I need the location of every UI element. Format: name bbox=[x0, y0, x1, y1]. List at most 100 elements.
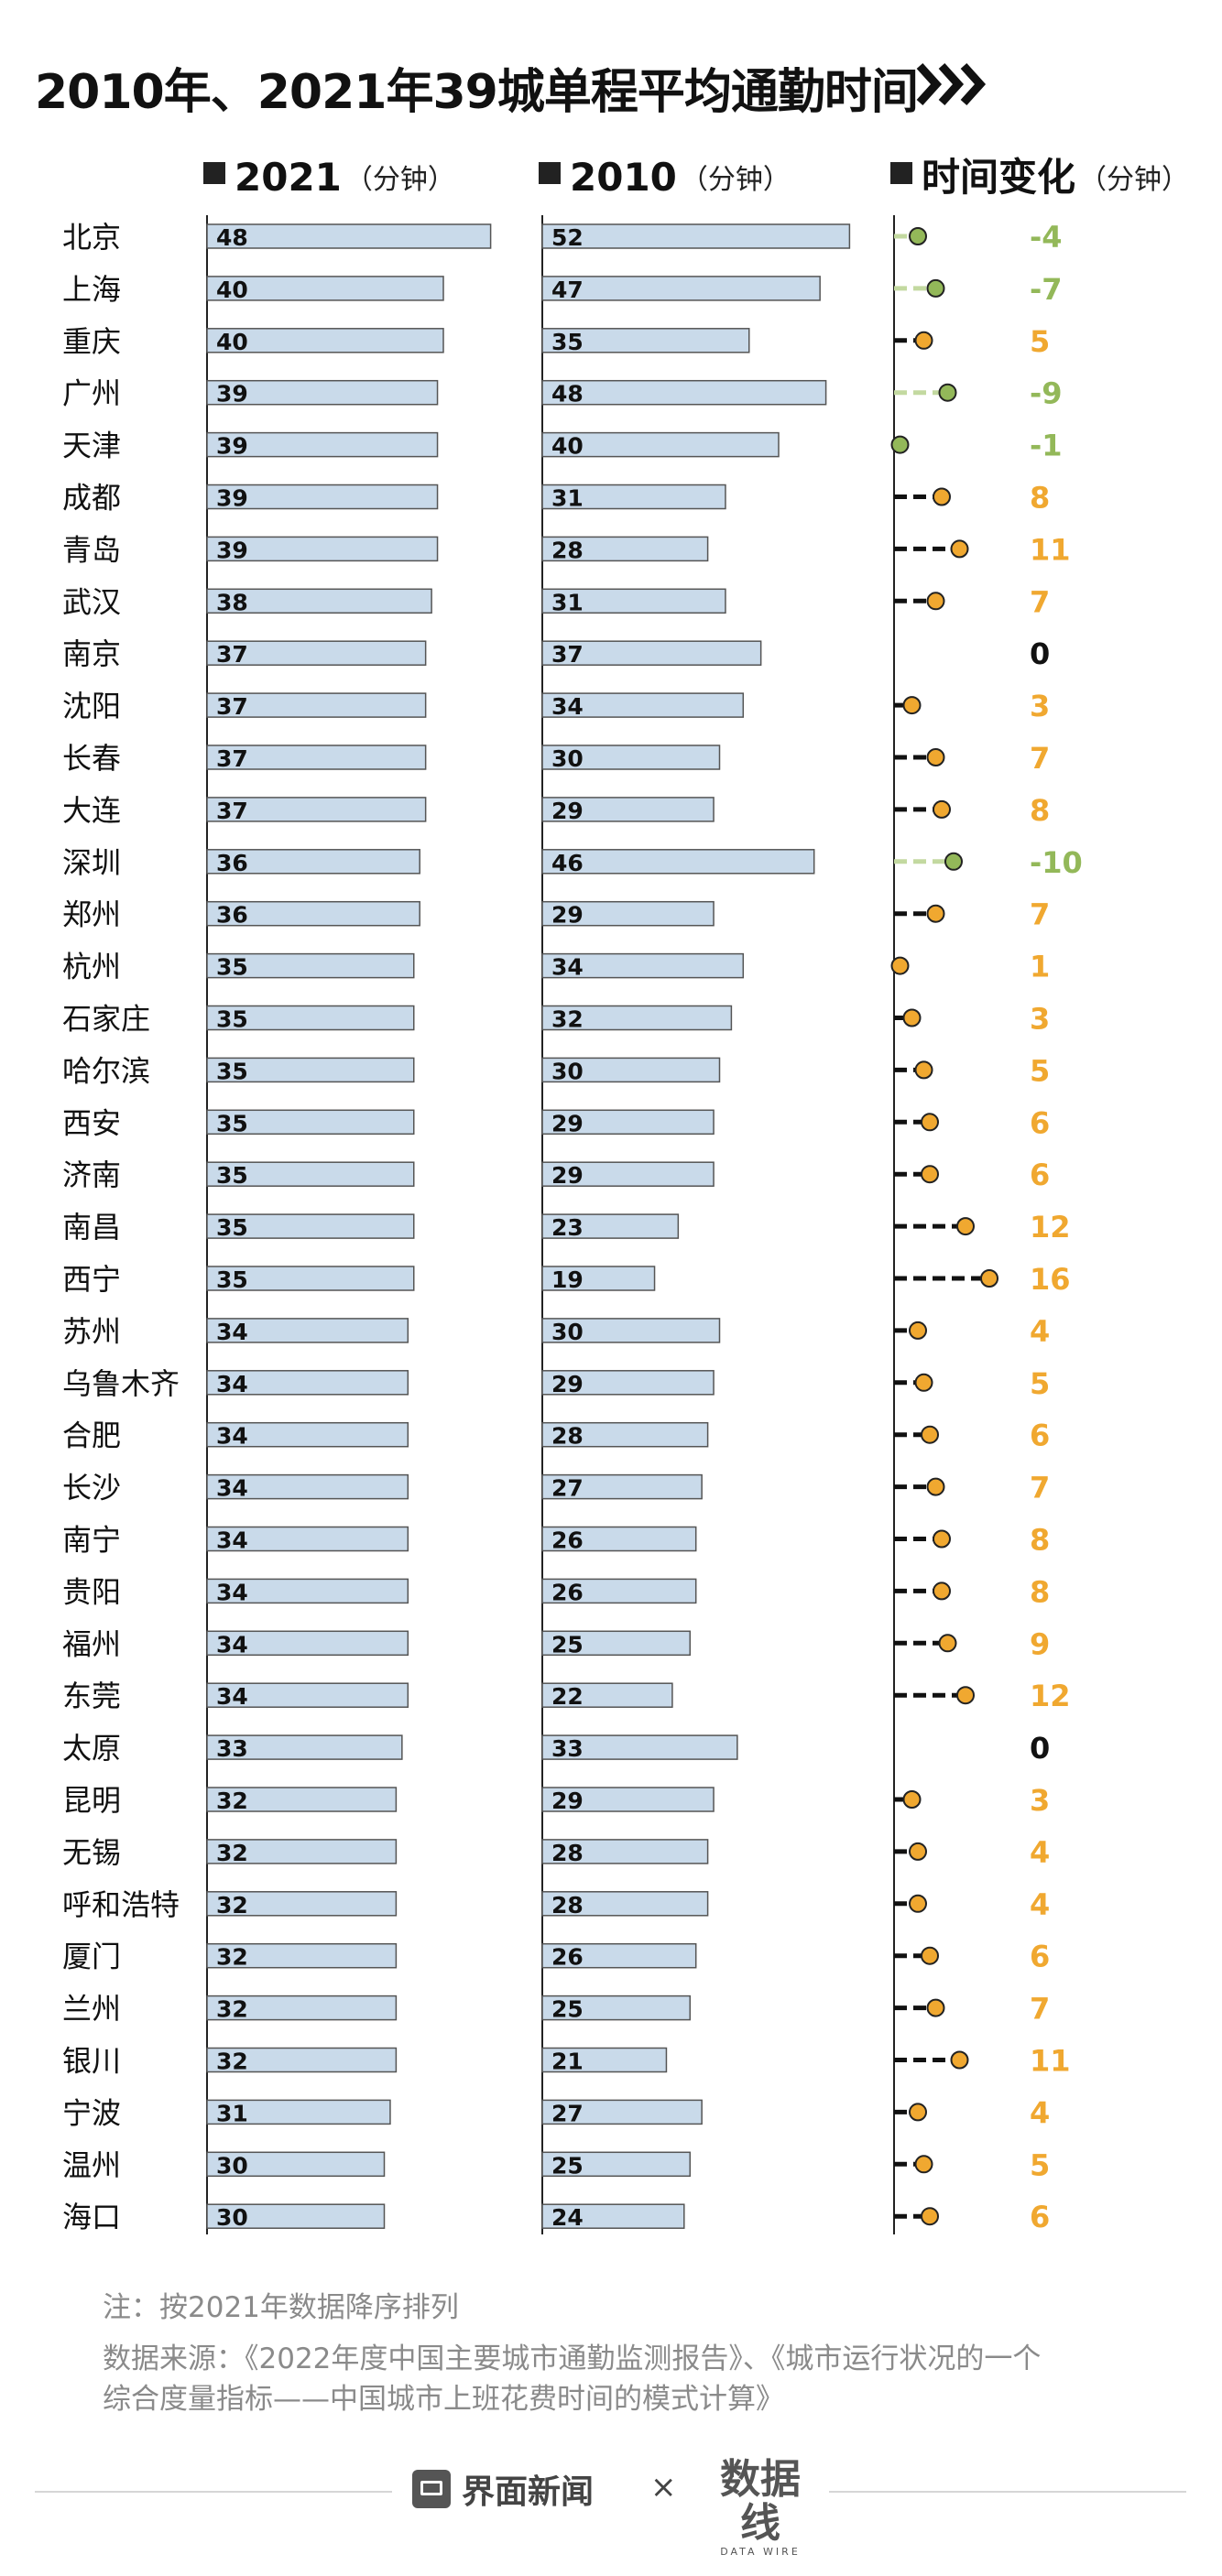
bar-2021 bbox=[206, 692, 427, 718]
change-dot bbox=[921, 1946, 939, 1965]
value-label-2021: 30 bbox=[216, 2152, 248, 2179]
header-2021-unit: （分钟） bbox=[345, 164, 455, 196]
change-label: 11 bbox=[1030, 532, 1071, 567]
city-label: 天津 bbox=[62, 429, 121, 463]
change-label: 16 bbox=[1030, 1262, 1071, 1297]
bar-2021 bbox=[206, 1266, 415, 1291]
city-label: 厦门 bbox=[62, 1940, 121, 1974]
bar-2010 bbox=[541, 1370, 715, 1396]
change-label: -1 bbox=[1030, 429, 1063, 463]
change-label: 7 bbox=[1030, 1471, 1050, 1505]
change-dot bbox=[933, 487, 951, 506]
value-label-2010: 29 bbox=[551, 798, 584, 824]
change-dot bbox=[921, 2207, 939, 2226]
change-label: 5 bbox=[1030, 1366, 1050, 1401]
city-label: 温州 bbox=[62, 2147, 121, 2182]
value-label-2010: 23 bbox=[551, 1214, 584, 1241]
city-label: 济南 bbox=[62, 1158, 121, 1192]
value-label-2010: 29 bbox=[551, 1162, 584, 1189]
city-label: 无锡 bbox=[62, 1835, 121, 1870]
bar-2021 bbox=[206, 2151, 386, 2178]
city-label: 上海 bbox=[62, 272, 121, 307]
change-dot bbox=[926, 748, 945, 766]
value-label-2021: 32 bbox=[216, 1996, 248, 2023]
city-label: 长春 bbox=[62, 741, 121, 776]
change-dot bbox=[914, 2155, 933, 2174]
value-label-2021: 35 bbox=[216, 1006, 248, 1033]
change-label: 3 bbox=[1030, 689, 1050, 723]
value-label-2010: 29 bbox=[551, 902, 584, 929]
value-label-2010: 30 bbox=[551, 745, 584, 772]
footer: 界面新闻 × 数据线 DATA WIRE bbox=[0, 2454, 1222, 2558]
bar-2021 bbox=[206, 1370, 409, 1396]
change-dot bbox=[921, 1113, 939, 1132]
value-label-2021: 34 bbox=[216, 1371, 248, 1397]
change-dot bbox=[944, 852, 963, 871]
change-dot bbox=[980, 1269, 998, 1288]
bar-2021 bbox=[206, 1682, 409, 1708]
change-dot bbox=[909, 1842, 927, 1861]
value-label-2021: 35 bbox=[216, 1162, 248, 1189]
city-label: 贵阳 bbox=[62, 1574, 121, 1609]
bar-2021 bbox=[206, 1839, 398, 1864]
value-label-2010: 21 bbox=[551, 2049, 584, 2075]
header-change-unit: （分钟） bbox=[1079, 164, 1189, 196]
header-change-marker bbox=[890, 162, 912, 184]
change-dot bbox=[956, 1686, 975, 1705]
value-label-2021: 34 bbox=[216, 1319, 248, 1345]
value-label-2010: 34 bbox=[551, 954, 584, 981]
bar-2010 bbox=[541, 1891, 709, 1917]
sort-note: 注：按2021年数据降序排列 bbox=[103, 2291, 459, 2324]
bar-2021 bbox=[206, 328, 444, 353]
bar-2021 bbox=[206, 1891, 398, 1917]
bar-2010 bbox=[541, 1005, 733, 1031]
city-label: 深圳 bbox=[62, 845, 121, 880]
value-label-2010: 19 bbox=[551, 1266, 584, 1293]
change-label: 7 bbox=[1030, 741, 1050, 776]
value-label-2010: 33 bbox=[551, 1735, 584, 1762]
change-dot bbox=[926, 592, 945, 611]
bar-2010 bbox=[541, 1578, 697, 1604]
value-label-2010: 31 bbox=[551, 589, 584, 615]
change-label: -9 bbox=[1030, 376, 1063, 411]
change-label: 5 bbox=[1030, 324, 1050, 359]
value-label-2021: 32 bbox=[216, 2049, 248, 2075]
bar-2021 bbox=[206, 1734, 403, 1760]
change-dot bbox=[926, 278, 945, 298]
bar-2010 bbox=[541, 692, 745, 718]
header-2021-marker bbox=[203, 162, 225, 184]
header-change-label: 时间变化 bbox=[922, 155, 1075, 200]
change-label: -10 bbox=[1030, 845, 1083, 880]
bar-2021 bbox=[206, 1213, 415, 1239]
change-dot bbox=[938, 383, 957, 402]
change-label: 6 bbox=[1030, 1940, 1050, 1974]
value-label-2010: 40 bbox=[551, 433, 584, 460]
value-label-2010: 26 bbox=[551, 1579, 584, 1605]
change-dot bbox=[890, 956, 910, 975]
value-label-2021: 35 bbox=[216, 1214, 248, 1241]
bar-2021 bbox=[206, 276, 444, 301]
bar-2021 bbox=[206, 1787, 398, 1812]
bar-2010 bbox=[541, 1734, 738, 1760]
value-label-2010: 35 bbox=[551, 329, 584, 355]
change-label: 8 bbox=[1030, 1574, 1050, 1609]
bar-2010 bbox=[541, 1630, 691, 1657]
value-label-2010: 26 bbox=[551, 1527, 584, 1554]
bar-2021 bbox=[206, 900, 420, 927]
bar-2010 bbox=[541, 900, 715, 927]
header-2010-label: 2010 bbox=[570, 155, 677, 200]
bar-2021 bbox=[206, 379, 439, 406]
change-label: 12 bbox=[1030, 1210, 1071, 1245]
value-label-2021: 37 bbox=[216, 693, 248, 720]
value-label-2010: 37 bbox=[551, 641, 584, 668]
value-label-2010: 29 bbox=[551, 1788, 584, 1814]
change-label: 6 bbox=[1030, 1418, 1050, 1453]
value-label-2021: 39 bbox=[216, 381, 248, 408]
value-label-2021: 34 bbox=[216, 1579, 248, 1605]
value-label-2021: 37 bbox=[216, 798, 248, 824]
change-dot bbox=[914, 331, 933, 350]
bar-2021 bbox=[206, 1421, 409, 1448]
value-label-2021: 34 bbox=[216, 1527, 248, 1554]
datawire-logo-en: DATA WIRE bbox=[720, 2546, 801, 2558]
bar-2021 bbox=[206, 1161, 415, 1187]
